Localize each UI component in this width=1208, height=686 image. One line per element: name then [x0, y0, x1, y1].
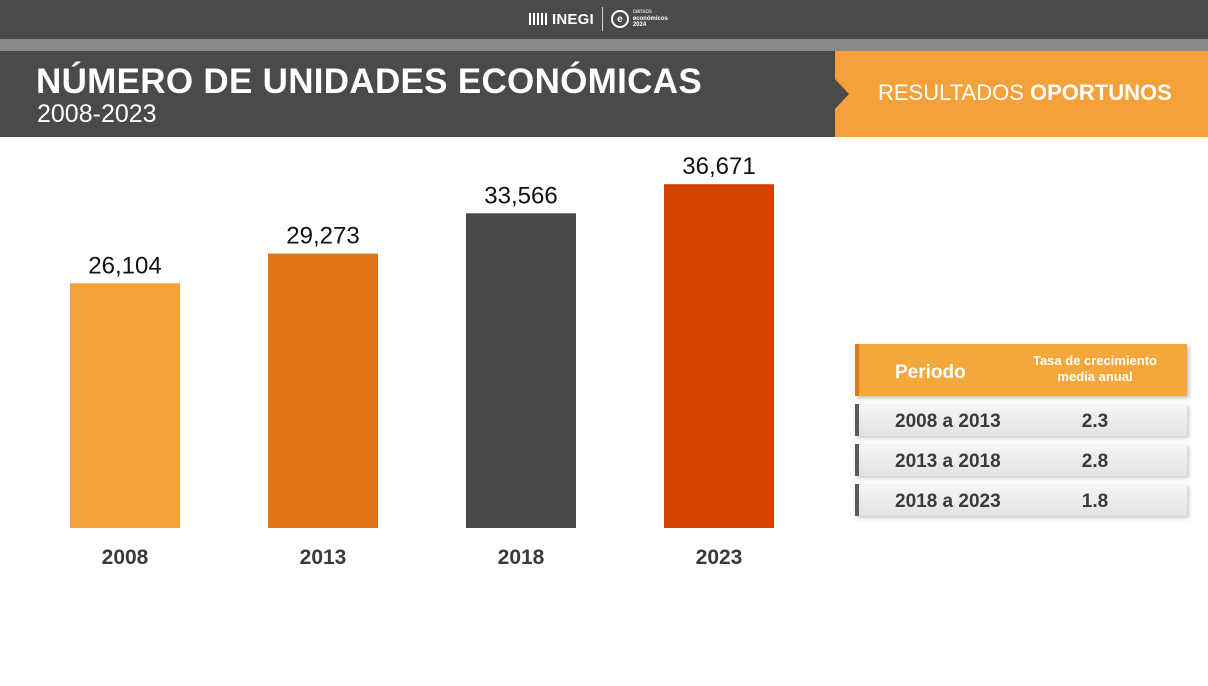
- logo-divider: [601, 7, 603, 31]
- badge-arrow-icon: [835, 79, 849, 109]
- inegi-wordmark: INEGI: [552, 10, 594, 28]
- row-value: 2.8: [1081, 451, 1109, 472]
- results-badge-text: RESULTADOS OPORTUNOS: [878, 80, 1172, 106]
- page-subtitle: 2008-2023: [37, 100, 157, 128]
- table-row: 2008 a 2013 2.3: [855, 404, 1187, 436]
- table-row: 2013 a 2018 2.8: [855, 444, 1187, 476]
- header-tasa-line1: Tasa de crecimiento: [1032, 353, 1158, 368]
- row-value: 1.8: [1081, 491, 1109, 512]
- row-period: 2018 a 2023: [895, 491, 1001, 512]
- x-tick-2023: 2023: [696, 546, 743, 569]
- censos-year: 2024: [632, 22, 647, 29]
- x-tick-2013: 2013: [300, 546, 347, 569]
- bar-2013: [268, 253, 378, 529]
- page-title: NÚMERO DE UNIDADES ECONÓMICAS: [36, 62, 702, 101]
- bar-2023: [664, 184, 774, 528]
- value-label-2023: 36,671: [682, 153, 755, 180]
- bar-2008: [70, 283, 180, 528]
- censos-logo-icon: e: [610, 10, 629, 28]
- row-value: 2.3: [1081, 411, 1109, 432]
- growth-rate-table: Periodo Tasa de crecimiento media anual …: [855, 344, 1187, 516]
- row-period: 2008 a 2013: [895, 411, 1001, 432]
- badge-light-text: RESULTADOS: [878, 80, 1030, 105]
- table-row: 2018 a 2023 1.8: [855, 484, 1187, 516]
- x-tick-2008: 2008: [102, 546, 149, 569]
- badge-bold-text: OPORTUNOS: [1030, 80, 1172, 105]
- header-tasa: Tasa de crecimiento media anual: [1015, 353, 1175, 385]
- header-periodo: Periodo: [895, 362, 966, 383]
- top-bar: [0, 0, 1208, 39]
- growth-rate-header: Periodo Tasa de crecimiento media anual: [855, 344, 1187, 396]
- value-label-2018: 33,566: [484, 182, 557, 209]
- header-tasa-line2: media anual: [1057, 369, 1133, 384]
- bar-chart: 26,104 2008 29,273 2013 33,566 2018 36,671 2023: [70, 153, 774, 569]
- inegi-flag-icon: [529, 13, 549, 25]
- censos-wordmark: censos económicos 2024: [633, 9, 668, 29]
- x-tick-2018: 2018: [498, 546, 545, 569]
- top-stripe: [0, 39, 1208, 51]
- censos-line1: censos: [632, 9, 652, 16]
- censos-line2: económicos: [632, 15, 668, 22]
- inegi-logo: INEGI e censos económicos 2024: [529, 7, 668, 31]
- bar-2018: [466, 213, 576, 528]
- title-banner: [0, 51, 835, 137]
- results-badge: [835, 51, 1208, 137]
- value-label-2013: 29,273: [286, 223, 359, 250]
- value-label-2008: 26,104: [88, 252, 161, 279]
- row-period: 2013 a 2018: [895, 451, 1001, 472]
